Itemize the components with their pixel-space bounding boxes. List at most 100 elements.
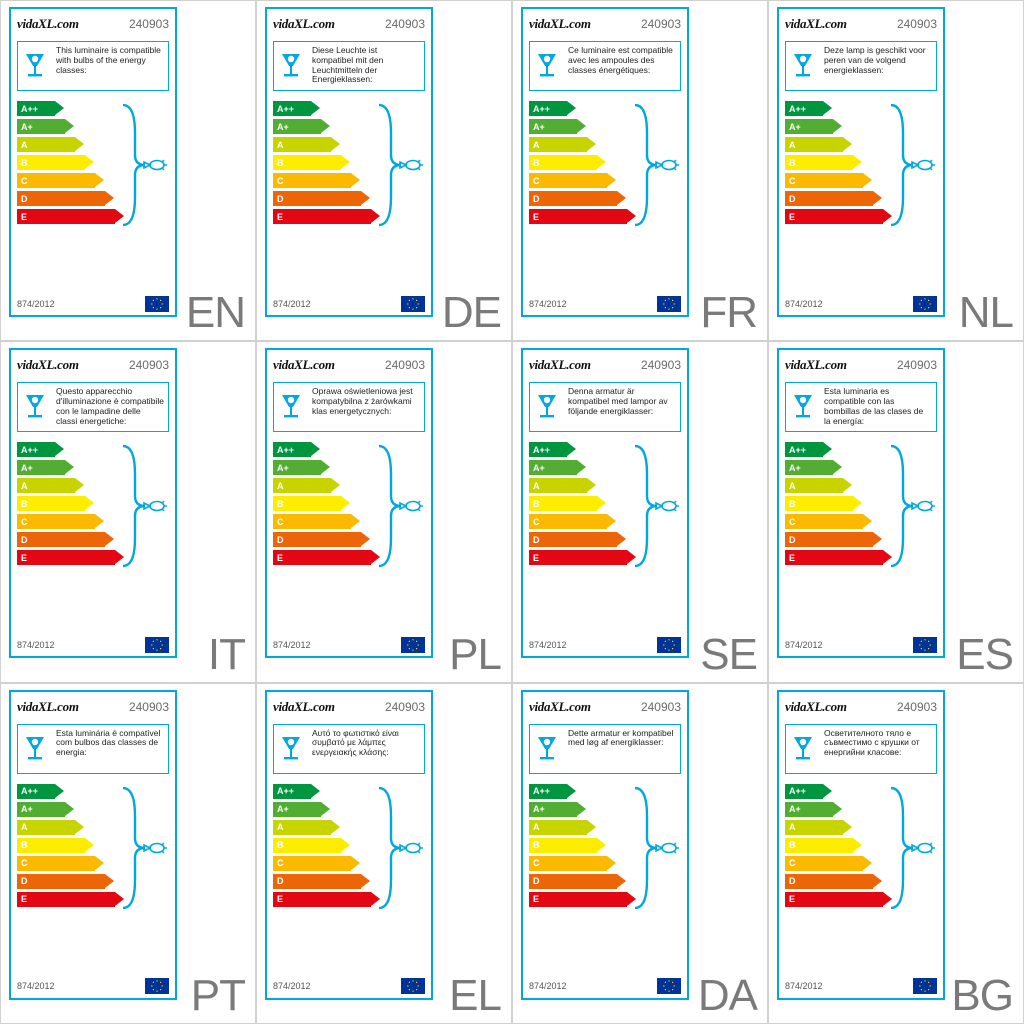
- energy-bar-label: D: [533, 194, 540, 204]
- product-code: 240903: [129, 700, 169, 714]
- energy-bar-label: E: [277, 553, 283, 563]
- energy-label-card: vidaXL.com 240903 Ce luminaire est compa…: [521, 7, 689, 317]
- energy-label-card: vidaXL.com 240903 Deze lamp is geschikt …: [777, 7, 945, 317]
- label-cell-DE: vidaXL.com 240903 Diese Leuchte ist komp…: [256, 0, 512, 341]
- energy-bar-label: B: [277, 499, 284, 509]
- energy-bar-D: D: [17, 532, 105, 547]
- energy-bar-A++: A++: [273, 442, 311, 457]
- energy-bar-label: C: [21, 517, 28, 527]
- eu-flag-icon: [401, 978, 425, 994]
- energy-bar-A+: A+: [529, 119, 577, 134]
- energy-bar-label: B: [789, 499, 796, 509]
- card-header: vidaXL.com 240903: [11, 9, 175, 37]
- language-code: FR: [700, 288, 757, 338]
- energy-bar-A++: A++: [17, 101, 55, 116]
- card-header: vidaXL.com 240903: [267, 9, 431, 37]
- energy-bar-A++: A++: [529, 784, 567, 799]
- brand-logo: vidaXL.com: [17, 357, 79, 373]
- compat-box: Осветителното тяло е съвместимо с крушки…: [785, 724, 937, 774]
- lamp-icon: [790, 387, 820, 423]
- regulation-text: 874/2012: [785, 981, 823, 991]
- label-cell-SE: vidaXL.com 240903 Denna armatur är kompa…: [512, 341, 768, 682]
- product-code: 240903: [897, 17, 937, 31]
- language-code: PT: [191, 971, 245, 1021]
- energy-bar-label: D: [789, 535, 796, 545]
- energy-bar-label: A: [789, 140, 796, 150]
- energy-bar-label: B: [277, 840, 284, 850]
- compat-box: Deze lamp is geschikt voor peren van de …: [785, 41, 937, 91]
- energy-bar-A++: A++: [785, 442, 823, 457]
- card-header: vidaXL.com 240903: [267, 350, 431, 378]
- regulation-text: 874/2012: [529, 640, 567, 650]
- energy-bar-label: D: [277, 535, 284, 545]
- energy-bar-label: A+: [533, 122, 545, 132]
- card-header: vidaXL.com 240903: [523, 350, 687, 378]
- energy-bar-A++: A++: [17, 442, 55, 457]
- energy-bar-A++: A++: [273, 784, 311, 799]
- energy-bar-A+: A+: [529, 802, 577, 817]
- energy-label-card: vidaXL.com 240903 Esta luminaria es comp…: [777, 348, 945, 658]
- energy-bar-C: C: [785, 514, 863, 529]
- eu-flag-icon: [657, 637, 681, 653]
- energy-bar-E: E: [273, 892, 371, 907]
- bracket-icon: [117, 786, 167, 910]
- energy-bar-A: A: [17, 137, 75, 152]
- energy-bar-label: A+: [277, 804, 289, 814]
- eu-flag-icon: [657, 296, 681, 312]
- eu-flag-icon: [145, 637, 169, 653]
- energy-bar-A: A: [273, 820, 331, 835]
- regulation-text: 874/2012: [273, 299, 311, 309]
- energy-bar-A+: A+: [17, 460, 65, 475]
- energy-bar-D: D: [17, 874, 105, 889]
- energy-bar-E: E: [529, 550, 627, 565]
- energy-bar-B: B: [17, 155, 85, 170]
- energy-bar-label: A: [533, 481, 540, 491]
- label-cell-ES: vidaXL.com 240903 Esta luminaria es comp…: [768, 341, 1024, 682]
- energy-bar-label: B: [21, 840, 28, 850]
- energy-bar-B: B: [785, 155, 853, 170]
- energy-bar-A: A: [785, 137, 843, 152]
- card-footer: 874/2012: [779, 976, 943, 998]
- energy-label-card: vidaXL.com 240903 Denna armatur är kompa…: [521, 348, 689, 658]
- language-code: ES: [956, 630, 1013, 680]
- label-cell-NL: vidaXL.com 240903 Deze lamp is geschikt …: [768, 0, 1024, 341]
- product-code: 240903: [129, 17, 169, 31]
- lamp-icon: [278, 46, 308, 82]
- energy-bar-label: C: [789, 176, 796, 186]
- energy-bar-A+: A+: [785, 802, 833, 817]
- energy-bar-label: A+: [789, 122, 801, 132]
- energy-bar-E: E: [785, 892, 883, 907]
- energy-bar-B: B: [17, 496, 85, 511]
- energy-bars: A++ A+ A B C D E: [267, 97, 431, 237]
- energy-bar-label: A++: [789, 104, 806, 114]
- energy-bar-label: A: [21, 140, 28, 150]
- energy-bar-label: A: [21, 481, 28, 491]
- energy-label-card: vidaXL.com 240903 Осветителното тяло е с…: [777, 690, 945, 1000]
- brand-logo: vidaXL.com: [273, 357, 335, 373]
- energy-bar-A: A: [529, 137, 587, 152]
- energy-bar-C: C: [529, 514, 607, 529]
- card-footer: 874/2012: [523, 976, 687, 998]
- energy-bar-label: A+: [277, 122, 289, 132]
- energy-bar-B: B: [529, 155, 597, 170]
- language-code: IT: [208, 630, 245, 680]
- energy-bar-label: D: [789, 876, 796, 886]
- energy-bar-D: D: [273, 874, 361, 889]
- energy-bar-A+: A+: [785, 460, 833, 475]
- regulation-text: 874/2012: [273, 981, 311, 991]
- language-code: DE: [442, 288, 501, 338]
- energy-bar-E: E: [529, 892, 627, 907]
- bracket-icon: [629, 786, 679, 910]
- energy-label-card: vidaXL.com 240903 Αυτό το φωτιστικό είνα…: [265, 690, 433, 1000]
- energy-bar-label: E: [789, 553, 795, 563]
- bracket-icon: [885, 103, 935, 227]
- energy-bar-label: C: [21, 858, 28, 868]
- product-code: 240903: [385, 17, 425, 31]
- energy-bar-label: B: [533, 840, 540, 850]
- energy-bar-B: B: [785, 838, 853, 853]
- energy-label-card: vidaXL.com 240903 This luminaire is comp…: [9, 7, 177, 317]
- card-footer: 874/2012: [267, 293, 431, 315]
- lamp-icon: [790, 46, 820, 82]
- energy-bar-label: E: [533, 553, 539, 563]
- energy-bar-label: A: [789, 822, 796, 832]
